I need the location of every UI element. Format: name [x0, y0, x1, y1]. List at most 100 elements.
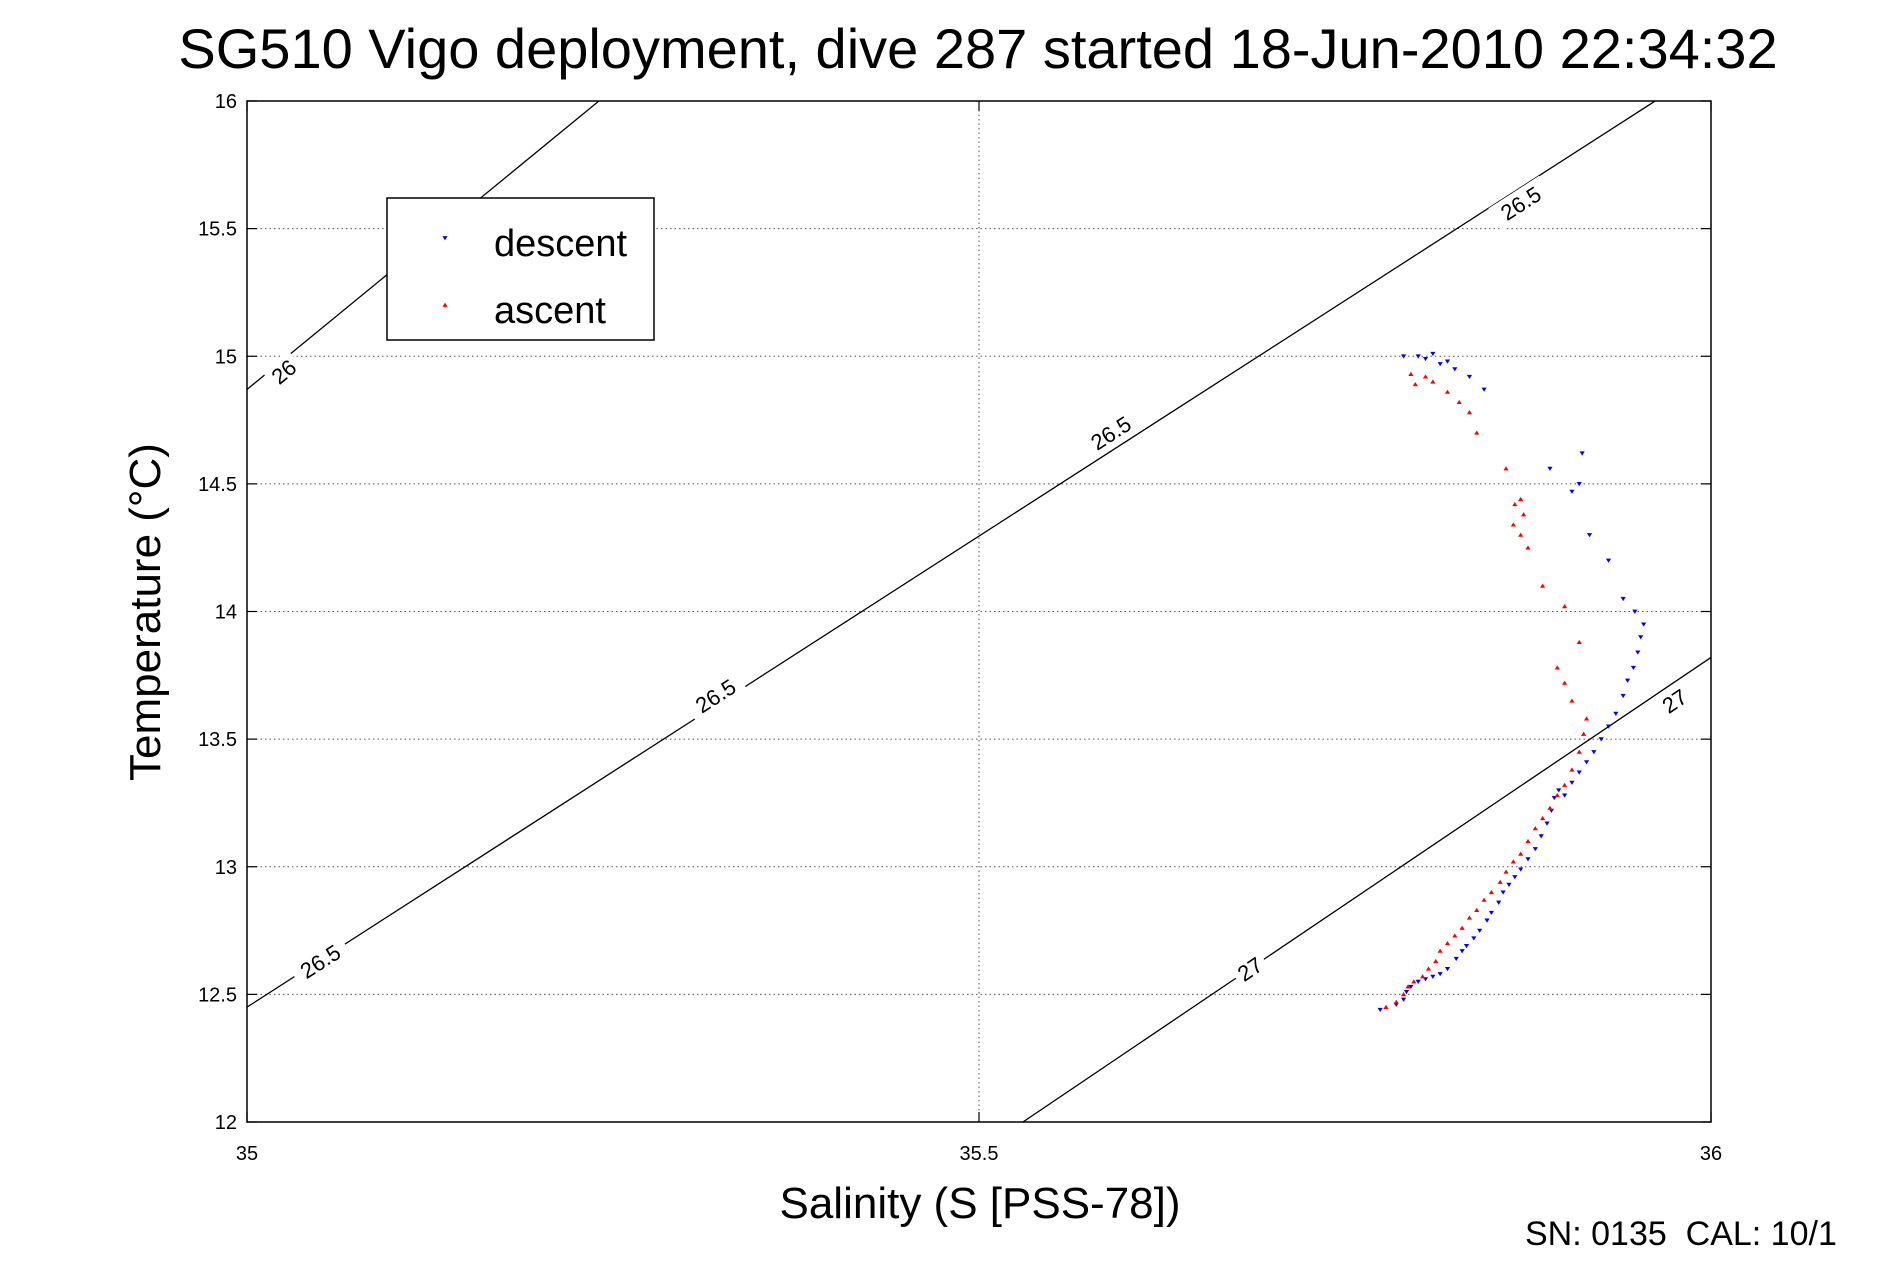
data-point-ascent: [1510, 522, 1516, 527]
data-point-ascent: [1540, 583, 1546, 588]
data-point-descent: [1632, 609, 1638, 614]
data-point-descent: [1415, 979, 1421, 984]
data-point-descent: [1544, 821, 1550, 826]
data-point-descent: [1586, 533, 1593, 538]
data-point-ascent: [1562, 604, 1568, 609]
data-point-descent: [1579, 451, 1585, 456]
data-point-descent: [1415, 354, 1421, 359]
y-tick-label: 16: [215, 91, 237, 113]
data-point-descent: [1569, 780, 1575, 785]
x-tick-label: 35.5: [960, 1143, 999, 1165]
data-point-descent: [1598, 737, 1604, 742]
legend-marker-descent: [442, 236, 448, 241]
data-point-ascent: [1547, 805, 1553, 810]
data-point-ascent: [1518, 496, 1524, 502]
legend: descent ascent: [386, 197, 655, 341]
data-point-descent: [1532, 847, 1538, 852]
data-point-descent: [1408, 984, 1414, 990]
contour-label: 27: [1228, 948, 1272, 990]
x-tick-label: 36: [1700, 1143, 1722, 1165]
data-point-ascent: [1393, 999, 1399, 1004]
data-point-descent: [1400, 354, 1407, 359]
data-point-descent: [1471, 936, 1477, 941]
data-point-ascent: [1383, 1004, 1389, 1009]
data-point-ascent: [1510, 859, 1516, 864]
data-point-descent: [1605, 558, 1612, 563]
data-point-ascent: [1400, 992, 1407, 997]
data-point-ascent: [1576, 749, 1582, 754]
svg-text:26: 26: [267, 355, 302, 390]
data-point-descent: [1444, 359, 1451, 364]
data-point-ascent: [1419, 974, 1426, 979]
data-point-descent: [1437, 972, 1443, 977]
data-point-ascent: [1422, 374, 1429, 379]
y-tick-label: 14: [215, 602, 237, 624]
data-point-ascent: [1452, 933, 1458, 938]
data-point-descent: [1452, 367, 1458, 372]
data-point-descent: [1624, 678, 1631, 683]
data-point-descent: [1525, 857, 1531, 862]
data-point-ascent: [1437, 948, 1443, 953]
data-point-ascent: [1497, 879, 1503, 884]
data-point-descent: [1444, 967, 1451, 972]
data-point-descent: [1403, 990, 1410, 995]
series-ascent: [1383, 371, 1590, 1009]
data-point-descent: [1562, 793, 1568, 798]
data-point-descent: [1453, 956, 1459, 961]
data-point-descent: [1481, 387, 1487, 392]
data-point-ascent: [1411, 979, 1417, 984]
data-point-ascent: [1408, 371, 1414, 376]
data-point-descent: [1437, 362, 1443, 367]
y-tick-label: 15: [215, 346, 237, 368]
data-point-ascent: [1503, 869, 1509, 874]
data-point-ascent: [1466, 915, 1473, 920]
data-point-descent: [1635, 650, 1641, 655]
data-point-descent: [1484, 918, 1490, 923]
data-point-descent: [1512, 875, 1518, 880]
data-point-ascent: [1412, 381, 1418, 387]
data-point-descent: [1569, 489, 1575, 494]
data-point-descent: [1576, 770, 1582, 775]
serial-cal-footer: SN: 0135 CAL: 10/1: [1525, 1215, 1837, 1253]
legend-label-descent: descent: [494, 223, 628, 265]
data-point-descent: [1496, 900, 1502, 905]
data-point-descent: [1620, 693, 1626, 699]
data-point-ascent: [1405, 984, 1411, 989]
contour-label: 26.5: [1488, 175, 1553, 231]
data-point-descent: [1477, 928, 1483, 933]
contour-line-26-5: [247, 101, 1657, 1008]
data-point-descent: [1538, 834, 1544, 839]
data-point-descent: [1488, 910, 1494, 916]
contour-label: 26.5: [287, 934, 353, 989]
data-point-ascent: [1518, 532, 1524, 537]
data-point-ascent: [1474, 907, 1480, 912]
data-point-descent: [1459, 949, 1465, 954]
data-point-descent: [1583, 760, 1590, 765]
data-point-descent: [1605, 724, 1612, 729]
y-tick-label: 15.5: [198, 219, 237, 241]
x-axis-label: Salinity (S [PSS-78]): [779, 1179, 1180, 1228]
contour-line-27: [1022, 656, 1711, 1122]
y-axis-label: Temperature (°C): [121, 443, 170, 781]
data-point-ascent: [1521, 512, 1527, 517]
data-point-ascent: [1554, 792, 1560, 798]
data-point-descent: [1430, 974, 1436, 979]
data-point-ascent: [1444, 940, 1451, 946]
data-point-ascent: [1503, 466, 1509, 471]
data-point-ascent: [1466, 410, 1473, 415]
data-point-ascent: [1554, 665, 1560, 670]
data-point-descent: [1377, 1007, 1383, 1013]
y-tick-label: 14.5: [198, 474, 237, 496]
data-point-descent: [1400, 997, 1407, 1002]
data-point-ascent: [1430, 379, 1436, 384]
chart-title: SG510 Vigo deployment, dive 287 started …: [178, 17, 1777, 80]
data-point-descent: [1547, 466, 1553, 471]
legend-label-ascent: ascent: [494, 290, 606, 332]
data-point-descent: [1638, 635, 1644, 640]
y-tick-label: 12: [215, 1112, 237, 1134]
data-point-ascent: [1433, 958, 1439, 964]
y-tick-label: 12.5: [198, 984, 237, 1006]
data-point-ascent: [1562, 680, 1568, 685]
data-point-ascent: [1583, 716, 1590, 721]
